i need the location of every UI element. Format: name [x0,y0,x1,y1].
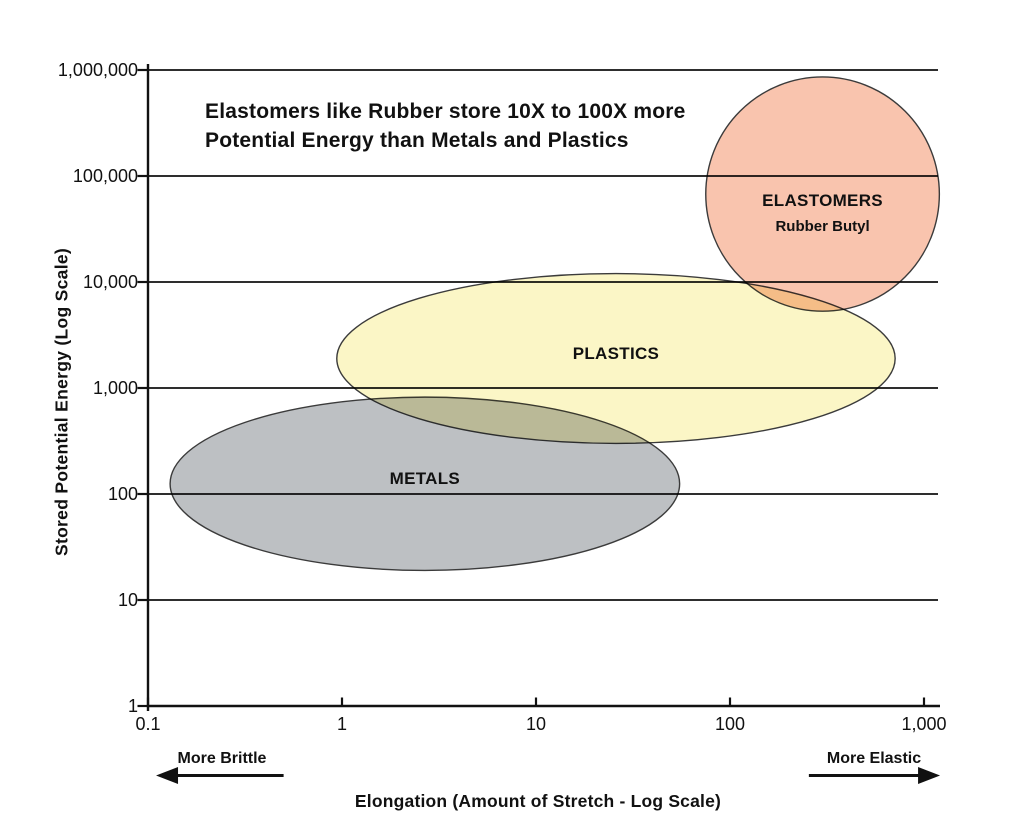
region-label-metals: METALS [389,468,461,488]
y-tick-label-10000: 10,000 [82,272,138,292]
region-label-elastomers: ELASTOMERS [762,191,883,211]
region-ellipse-plastics [336,272,896,445]
x-axis-title: Elongation (Amount of Stretch - Log Scal… [354,791,722,811]
x-tick-label-10: 10 [525,714,547,734]
y-axis-title: Stored Potential Energy (Log Scale) [51,247,72,557]
y-tick-label-1000000: 1,000,000 [57,60,138,80]
region-ellipse-elastomers [705,76,941,312]
chart-title: Elastomers like Rubber store 10X to 100X… [205,97,686,155]
arrow-head-left [156,767,179,784]
y-tick-label-1000: 1,000 [92,378,138,398]
x-tick-label-1000: 1,000 [901,714,947,734]
x-tick-label-1: 1 [336,714,347,734]
more-elastic-label: More Elastic [826,750,922,767]
region-label-plastics: PLASTICS [572,343,660,363]
x-tick-label-0.1: 0.1 [135,714,161,734]
y-tick-label-10: 10 [117,590,138,610]
x-tick-label-100: 100 [714,714,746,734]
y-tick-label-1: 1 [127,696,138,716]
arrow-head-right [918,767,941,784]
more-brittle-label: More Brittle [177,750,267,767]
chart-title-line-1: Elastomers like Rubber store 10X to 100X… [205,100,686,123]
y-tick-label-100: 100 [107,484,138,504]
y-tick-label-100000: 100,000 [72,166,138,186]
chart-title-line-2: Potential Energy than Metals and Plastic… [205,129,629,152]
region-sublabel-elastomers: Rubber Butyl [775,218,870,236]
